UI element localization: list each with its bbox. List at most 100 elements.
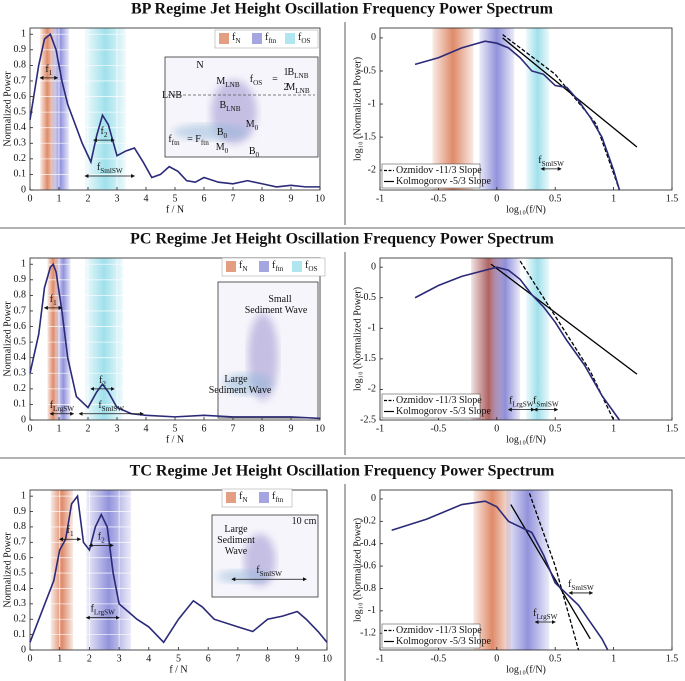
y-tick-label: -0.5 <box>360 65 376 76</box>
y-tick-label: 0.9 <box>14 506 27 517</box>
y-tick-label: 0.6 <box>14 91 27 102</box>
y-tick-label: 0.7 <box>14 537 27 548</box>
annotation-label-sub: LrgSW <box>53 404 74 412</box>
x-tick-label: -1 <box>376 193 384 204</box>
x-axis-label: log₁₀(f/N) <box>506 664 546 675</box>
x-tick-label: 1 <box>611 653 616 664</box>
annotation-label: fLrgSW <box>50 400 75 412</box>
legend-label: fftn <box>272 491 284 503</box>
y-tick-label: 0.4 <box>14 583 27 594</box>
inset-label-main: 1 <box>284 67 289 78</box>
x-tick-label: -0.5 <box>430 193 446 204</box>
inset-label-main: Sediment <box>217 535 255 546</box>
spectrum-curve <box>29 494 328 644</box>
x-tick-label: 5 <box>173 193 178 204</box>
inset-label-main: Large <box>224 524 248 535</box>
annotation-label-sub: SmlSW <box>542 159 565 167</box>
y-tick-label: -0.8 <box>360 583 376 594</box>
axes-frame <box>29 489 328 651</box>
chart-title: PC Regime Jet Height Oscillation Frequen… <box>130 231 554 248</box>
y-tick-label: 0 <box>371 32 376 43</box>
legend-label-sub: N <box>242 265 248 273</box>
chart-title: TC Regime Jet Height Oscillation Frequen… <box>130 463 555 480</box>
y-tick-label: -1 <box>368 323 376 334</box>
inset-label-main: 2 <box>284 82 289 93</box>
frequency-band <box>40 28 55 190</box>
annotation-label-sub: SmlSW <box>260 570 283 578</box>
axes-frame <box>379 489 673 651</box>
inset-label: Large <box>224 374 248 385</box>
reference-line <box>490 263 638 375</box>
x-tick-label: 4 <box>146 653 151 664</box>
y-tick-label: 0 <box>21 644 26 655</box>
y-tick-label: 0.9 <box>14 44 27 55</box>
x-tick-label: 8 <box>260 193 265 204</box>
inset-label-sub: ftn <box>201 139 209 147</box>
legend-label: Ozmidov -11/3 Slope <box>396 165 482 176</box>
inset-label: fftn <box>168 134 180 146</box>
annotation-label-main: f <box>91 604 95 615</box>
y-axis-label: Normalized Power <box>2 71 13 147</box>
inset-label: B0 <box>217 127 228 139</box>
x-tick-label: 10 <box>322 653 332 664</box>
annotation-label-sub: LrgSW <box>536 613 557 621</box>
legend-label: Kolmogorov -5/3 Slope <box>396 176 492 187</box>
y-tick-label: 0.6 <box>14 321 27 332</box>
y-tick-label: -1 <box>368 605 376 616</box>
x-tick-label: 8 <box>265 653 270 664</box>
legend-label-sub: ftn <box>268 37 276 45</box>
annotation-label-sub: SmlSW <box>536 400 559 408</box>
spectrum-curve <box>391 500 609 651</box>
x-tick-label: 7 <box>231 423 236 434</box>
x-tick-label: 2 <box>86 423 91 434</box>
reference-line <box>528 493 580 651</box>
annotation-label-sub: SmlSW <box>571 584 594 592</box>
inset-label: Sediment <box>217 535 255 546</box>
x-tick-label: 1 <box>57 423 62 434</box>
y-tick-label: 0.8 <box>14 521 27 532</box>
y-tick-label: 0.5 <box>14 336 27 347</box>
inset-label-main: B <box>249 146 256 157</box>
inset-plume <box>223 373 273 395</box>
frequency-band <box>47 258 59 420</box>
inset-label-sub: LNB <box>295 87 310 95</box>
y-tick-label: 0.3 <box>14 138 27 149</box>
annotation-label-sub: SmlSW <box>102 404 125 412</box>
x-tick-label: 5 <box>173 423 178 434</box>
annotation-label-sub: 1 <box>49 69 53 77</box>
legend-label: fN <box>239 491 248 503</box>
y-tick-label: 0.8 <box>14 290 27 301</box>
y-tick-label: 0.2 <box>14 614 27 625</box>
legend-label-main: f <box>232 32 236 43</box>
legend-label: Kolmogorov -5/3 Slope <box>396 636 492 647</box>
y-tick-label: -1.5 <box>360 353 376 364</box>
spectrum-curve <box>414 40 621 191</box>
reference-line <box>502 37 638 148</box>
annotation-label-main: f <box>533 396 537 407</box>
y-tick-label: 0.3 <box>14 368 27 379</box>
inset-label-main: 10 cm <box>292 516 317 527</box>
y-tick-label: 0.5 <box>14 567 27 578</box>
x-tick-label: -0.5 <box>430 653 446 664</box>
y-tick-label: -0.6 <box>360 560 376 571</box>
x-tick-label: 1.5 <box>666 653 679 664</box>
annotation-label: fSmlSW <box>533 396 559 408</box>
y-axis-label: log₁₀ (Normalized Power) <box>352 287 363 391</box>
annotation-label-main: f <box>50 294 54 305</box>
annotation-label-sub: 1 <box>70 530 74 538</box>
x-tick-label: 9 <box>295 653 300 664</box>
x-tick-label: 3 <box>115 193 120 204</box>
x-tick-label: 0 <box>494 423 499 434</box>
x-tick-label: 3 <box>115 423 120 434</box>
legend-label-main: f <box>298 32 302 43</box>
x-tick-label: -1 <box>376 423 384 434</box>
legend-label-sub: OS <box>301 37 310 45</box>
y-axis-label: Normalized Power <box>2 532 13 608</box>
y-axis-label: log₁₀ (Normalized Power) <box>352 518 363 622</box>
legend-box <box>381 623 481 649</box>
x-tick-label: 0 <box>28 423 33 434</box>
legend-swatch <box>226 492 236 503</box>
inset-label-main: M <box>246 119 255 130</box>
inset-label-main: M <box>216 142 225 153</box>
y-tick-label: 0 <box>21 184 26 195</box>
